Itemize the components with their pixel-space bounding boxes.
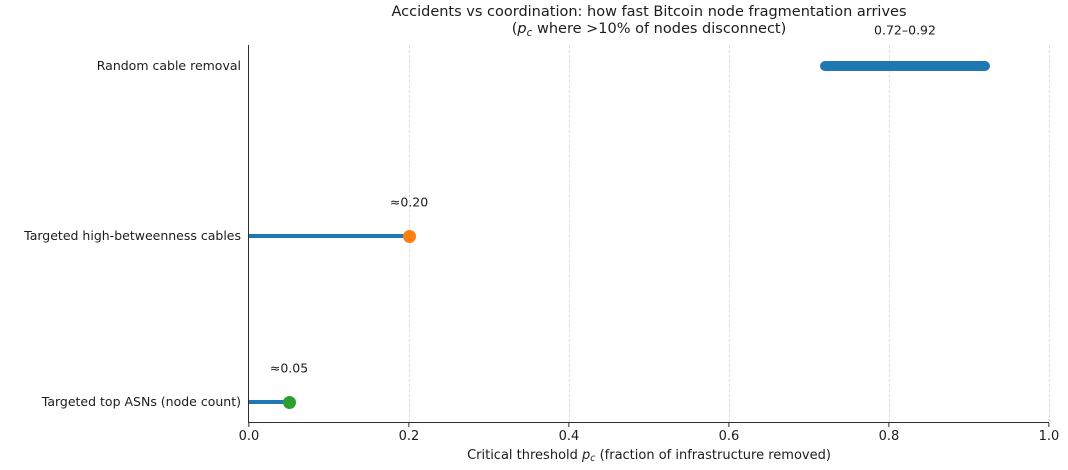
x-tick-label: 0.4 (558, 429, 580, 444)
lollipop-stem (249, 234, 409, 238)
chart-subtitle: (pc where >10% of nodes disconnect) (511, 21, 787, 39)
chart-title-line1: Accidents vs coordination: how fast Bitc… (391, 4, 907, 20)
x-tick-mark (1048, 423, 1050, 427)
x-tick-label: 0.0 (238, 429, 260, 444)
range-bar (820, 61, 990, 71)
value-annotation: 0.72–0.92 (874, 22, 936, 38)
x-tick-label: 1.0 (1038, 429, 1060, 444)
lollipop-stem (249, 400, 289, 404)
gridline (729, 45, 730, 422)
x-tick-label: 0.6 (718, 429, 740, 444)
x-tick-mark (728, 423, 730, 427)
y-axis-label: Random cable removal (96, 58, 241, 73)
y-axis-label: Targeted top ASNs (node count) (41, 394, 241, 409)
value-annotation: ≈0.20 (389, 194, 429, 210)
y-axis-spine (248, 45, 250, 422)
x-tick-label: 0.8 (878, 429, 900, 444)
gridline (889, 45, 890, 422)
value-annotation: ≈0.05 (269, 360, 309, 376)
x-tick-mark (568, 423, 570, 427)
chart-title: Accidents vs coordination: how fast Bitc… (249, 4, 1049, 39)
x-axis-spine (248, 422, 1049, 424)
gridline (569, 45, 570, 422)
x-tick-mark (408, 423, 410, 427)
y-axis-label: Targeted high-betweenness cables (24, 228, 241, 243)
lollipop-dot (282, 395, 296, 409)
x-tick-mark (888, 423, 890, 427)
x-tick-mark (248, 423, 250, 427)
x-axis-label: Critical threshold pc (fraction of infra… (467, 448, 831, 465)
lollipop-dot (402, 229, 416, 243)
x-tick-label: 0.2 (398, 429, 420, 444)
gridline (1049, 45, 1050, 422)
